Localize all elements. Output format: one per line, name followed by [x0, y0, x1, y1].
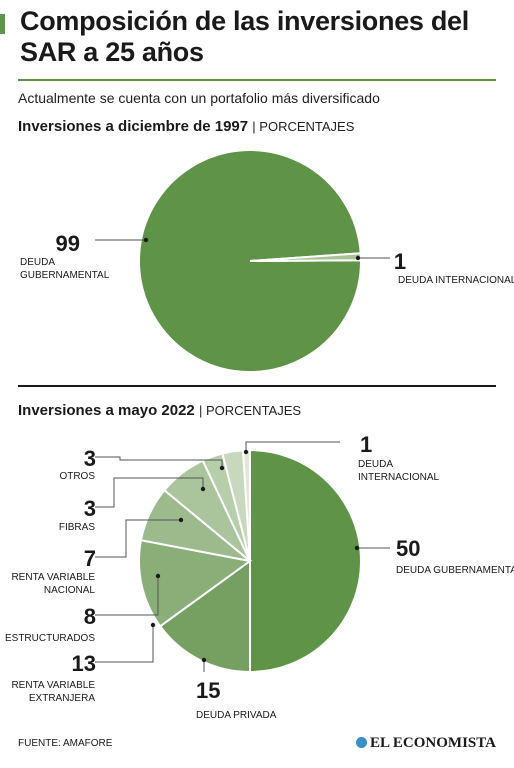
- chart-1-unit-separator: |: [252, 119, 260, 134]
- pie2-deuda-internacional-leader-dot: [243, 449, 249, 455]
- section-divider: [18, 385, 496, 387]
- pie1-deuda-internacional-value-label: 1: [394, 249, 406, 274]
- chart-2-unit: PORCENTAJES: [205, 403, 302, 418]
- pie2-otros-leader-dot: [219, 465, 225, 471]
- pie2-renta-variable-nacional-leader-dot: [178, 517, 184, 523]
- subtitle: Actualmente se cuenta con un portafolio …: [18, 90, 380, 106]
- chart-1-title: Inversiones a diciembre de 1997: [18, 118, 249, 135]
- pie2-estructurados-category-label: ESTRUCTURADOS: [5, 633, 95, 644]
- pie2-deuda-privada-leader-dot: [201, 657, 207, 663]
- page-title: Composición de las inversiones del SAR a…: [20, 6, 469, 67]
- chart-2-title: Inversiones a mayo 2022: [18, 402, 195, 419]
- pie2-estructurados-value-label: 8: [84, 604, 96, 629]
- chart-1-heading: Inversiones a diciembre de 1997 | PORCEN…: [18, 118, 354, 135]
- pie2-otros-leader-line: [95, 456, 223, 468]
- pie2-renta-variable-extranjera-category-label: EXTRANJERA: [29, 693, 95, 704]
- source-note: FUENTE: AMAFORE: [18, 738, 113, 749]
- pie2-deuda-internacional-value-label: 1: [360, 432, 372, 457]
- pie1-deuda-internacional-category-label: DEUDA INTERNACIONAL: [398, 275, 514, 286]
- pie2-slice-deuda-privada: [158, 559, 251, 674]
- chart-1-unit: PORCENTAJES: [259, 119, 355, 134]
- pie1-deuda-gubernamental-category-label: GUBERNAMENTAL: [20, 270, 110, 281]
- pie2-slice-renta-variable-extranjera: [138, 539, 253, 628]
- logo-text: EL ECONOMISTA: [370, 735, 496, 751]
- pie2-renta-variable-extranjera-category-label: RENTA VARIABLE: [11, 680, 95, 691]
- pie2-estructurados-leader-dot: [155, 573, 161, 579]
- title-divider: [18, 79, 496, 81]
- pie1-deuda-gubernamental-category-label: DEUDA: [20, 257, 55, 268]
- pie2-deuda-internacional-leader-line: [245, 441, 340, 452]
- pie2-renta-variable-nacional-category-label: RENTA VARIABLE: [11, 572, 95, 583]
- pie2-fibras-value-label: 3: [84, 496, 96, 521]
- title-accent-bar: [0, 14, 5, 34]
- pie1-slice-deuda-internacional: [249, 252, 363, 262]
- pie1-deuda-gubernamental-value-label: 99: [56, 231, 80, 256]
- pie2-slice-deuda-gubernamental: [249, 448, 362, 674]
- logo-icon: [356, 737, 367, 748]
- pie2-renta-variable-nacional-value-label: 7: [84, 546, 96, 571]
- pie2-renta-variable-nacional-leader-line: [95, 519, 181, 558]
- pie2-deuda-privada-value-label: 15: [196, 678, 220, 703]
- pie2-deuda-gubernamental-value-label: 50: [396, 536, 420, 561]
- pie2-renta-variable-extranjera-leader-dot: [150, 622, 156, 628]
- pie2-deuda-gubernamental-leader-dot: [354, 545, 360, 551]
- pie2-otros-category-label: OTROS: [59, 471, 95, 482]
- pie2-fibras-leader-line: [95, 477, 204, 508]
- pie2-renta-variable-extranjera-value-label: 13: [72, 651, 96, 676]
- pie2-renta-variable-extranjera-leader-line: [95, 625, 154, 663]
- pie2-deuda-internacional-category-label: INTERNACIONAL: [358, 472, 440, 483]
- pie1-deuda-internacional-leader-dot: [355, 255, 361, 261]
- pie2-otros-value-label: 3: [84, 446, 96, 471]
- publisher-logo: EL ECONOMISTA: [356, 735, 496, 752]
- pie2-estructurados-leader-line: [95, 576, 159, 616]
- pie2-fibras-category-label: FIBRAS: [59, 522, 95, 533]
- chart-2-unit-separator: |: [198, 403, 206, 418]
- pie2-deuda-internacional-category-label: DEUDA: [358, 459, 393, 470]
- pie2-fibras-leader-dot: [200, 486, 206, 492]
- pie2-renta-variable-nacional-category-label: NACIONAL: [44, 585, 96, 596]
- pie1-deuda-gubernamental-leader-dot: [143, 237, 149, 243]
- chart-2-heading: Inversiones a mayo 2022 | PORCENTAJES: [18, 402, 301, 419]
- pie2-deuda-privada-category-label: DEUDA PRIVADA: [196, 710, 277, 721]
- pie2-deuda-gubernamental-category-label: DEUDA GUBERNAMENTAL: [396, 565, 514, 576]
